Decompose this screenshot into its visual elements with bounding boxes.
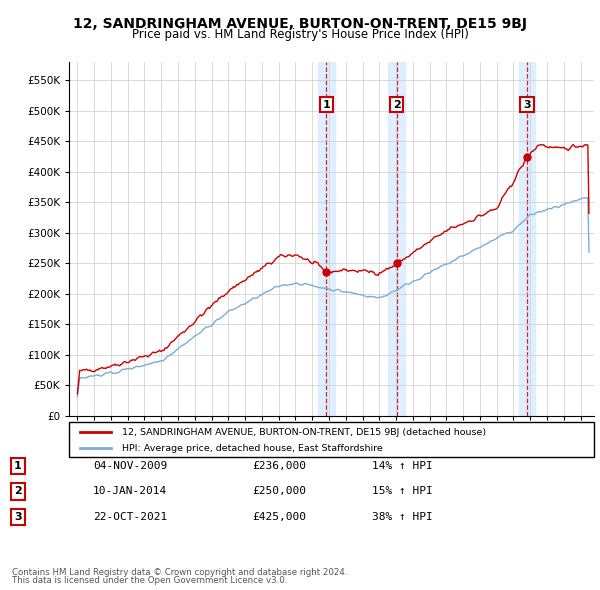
Text: 12, SANDRINGHAM AVENUE, BURTON-ON-TRENT, DE15 9BJ: 12, SANDRINGHAM AVENUE, BURTON-ON-TRENT,… — [73, 17, 527, 31]
Text: 04-NOV-2009: 04-NOV-2009 — [93, 461, 167, 471]
Text: 1: 1 — [14, 461, 22, 471]
Text: Price paid vs. HM Land Registry's House Price Index (HPI): Price paid vs. HM Land Registry's House … — [131, 28, 469, 41]
Text: Contains HM Land Registry data © Crown copyright and database right 2024.: Contains HM Land Registry data © Crown c… — [12, 568, 347, 577]
Text: 10-JAN-2014: 10-JAN-2014 — [93, 487, 167, 496]
Text: 2: 2 — [14, 487, 22, 496]
Text: 3: 3 — [523, 100, 531, 110]
Bar — [518, 62, 535, 416]
Text: £425,000: £425,000 — [252, 512, 306, 522]
Text: 12, SANDRINGHAM AVENUE, BURTON-ON-TRENT, DE15 9BJ (detached house): 12, SANDRINGHAM AVENUE, BURTON-ON-TRENT,… — [121, 428, 485, 437]
Text: This data is licensed under the Open Government Licence v3.0.: This data is licensed under the Open Gov… — [12, 576, 287, 585]
Text: 2: 2 — [393, 100, 400, 110]
Text: 3: 3 — [14, 512, 22, 522]
Text: 14% ↑ HPI: 14% ↑ HPI — [372, 461, 433, 471]
Text: 38% ↑ HPI: 38% ↑ HPI — [372, 512, 433, 522]
FancyBboxPatch shape — [69, 422, 594, 457]
Text: HPI: Average price, detached house, East Staffordshire: HPI: Average price, detached house, East… — [121, 444, 382, 453]
Text: £236,000: £236,000 — [252, 461, 306, 471]
Bar — [318, 62, 335, 416]
Bar — [388, 62, 405, 416]
Text: 1: 1 — [322, 100, 330, 110]
Text: 22-OCT-2021: 22-OCT-2021 — [93, 512, 167, 522]
Text: 15% ↑ HPI: 15% ↑ HPI — [372, 487, 433, 496]
Text: £250,000: £250,000 — [252, 487, 306, 496]
